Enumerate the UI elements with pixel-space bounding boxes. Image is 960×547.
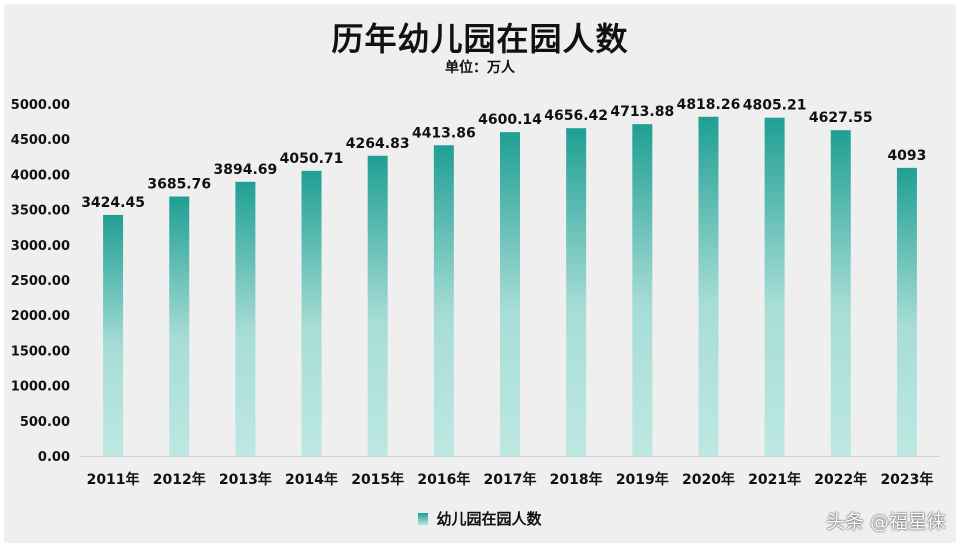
bar (500, 132, 520, 456)
bar (169, 196, 190, 456)
watermark: 头条 @福星徕 (825, 511, 946, 533)
y-tick-label: 4500.00 (11, 133, 70, 148)
bar (367, 155, 388, 456)
data-label: 3424.45 (81, 195, 145, 211)
x-tick-label: 2014年 (285, 471, 338, 488)
y-tick-label: 3500.00 (11, 204, 70, 219)
bar (764, 117, 785, 456)
chart-background (4, 4, 956, 543)
data-label: 4627.55 (809, 110, 873, 126)
data-label: 4818.26 (677, 97, 741, 113)
data-label: 4805.21 (743, 98, 807, 114)
y-tick-label: 3000.00 (11, 239, 70, 254)
bar (896, 167, 917, 457)
chart-subtitle: 单位：万人 (445, 60, 515, 76)
legend-swatch (418, 513, 429, 525)
x-tick-label: 2015年 (351, 471, 404, 488)
data-label: 4264.83 (346, 136, 410, 152)
y-tick-label: 500.00 (20, 415, 70, 430)
x-tick-label: 2021年 (748, 471, 801, 488)
x-tick-label: 2013年 (219, 471, 272, 488)
data-label: 4713.88 (610, 104, 674, 120)
data-label: 3894.69 (214, 162, 278, 178)
data-label: 3685.76 (147, 177, 211, 193)
x-tick-label: 2011年 (87, 471, 140, 488)
data-label: 4093 (887, 148, 926, 164)
y-tick-label: 4000.00 (11, 168, 70, 183)
bar (830, 130, 851, 457)
y-tick-label: 2000.00 (11, 309, 70, 324)
bar (698, 116, 719, 456)
legend: 幼儿园在园人数 (0, 508, 960, 529)
x-tick-label: 2019年 (616, 471, 669, 488)
bar (566, 128, 587, 456)
x-tick-label: 2012年 (153, 471, 206, 488)
bar (301, 170, 322, 456)
y-tick-label: 2500.00 (11, 274, 70, 289)
x-tick-label: 2017年 (484, 471, 537, 488)
y-tick-label: 1000.00 (11, 380, 70, 395)
chart-title: 历年幼儿园在园人数 (331, 20, 629, 58)
bar (433, 145, 454, 456)
x-tick-label: 2022年 (814, 471, 867, 488)
bar (632, 124, 653, 456)
bar (103, 214, 124, 456)
y-tick-label: 1500.00 (11, 344, 70, 359)
y-tick-label: 5000.00 (11, 98, 70, 113)
x-tick-label: 2023年 (880, 471, 933, 488)
y-tick-label: 0.00 (38, 450, 70, 465)
bar (235, 181, 256, 456)
legend-label: 幼儿园在园人数 (436, 510, 542, 528)
data-label: 4656.42 (544, 108, 608, 124)
x-tick-label: 2018年 (550, 471, 603, 488)
x-tick-label: 2016年 (417, 471, 470, 488)
data-label: 4413.86 (412, 125, 476, 141)
x-tick-label: 2020年 (682, 471, 735, 488)
data-label: 4050.71 (280, 151, 344, 167)
data-label: 4600.14 (478, 112, 542, 128)
